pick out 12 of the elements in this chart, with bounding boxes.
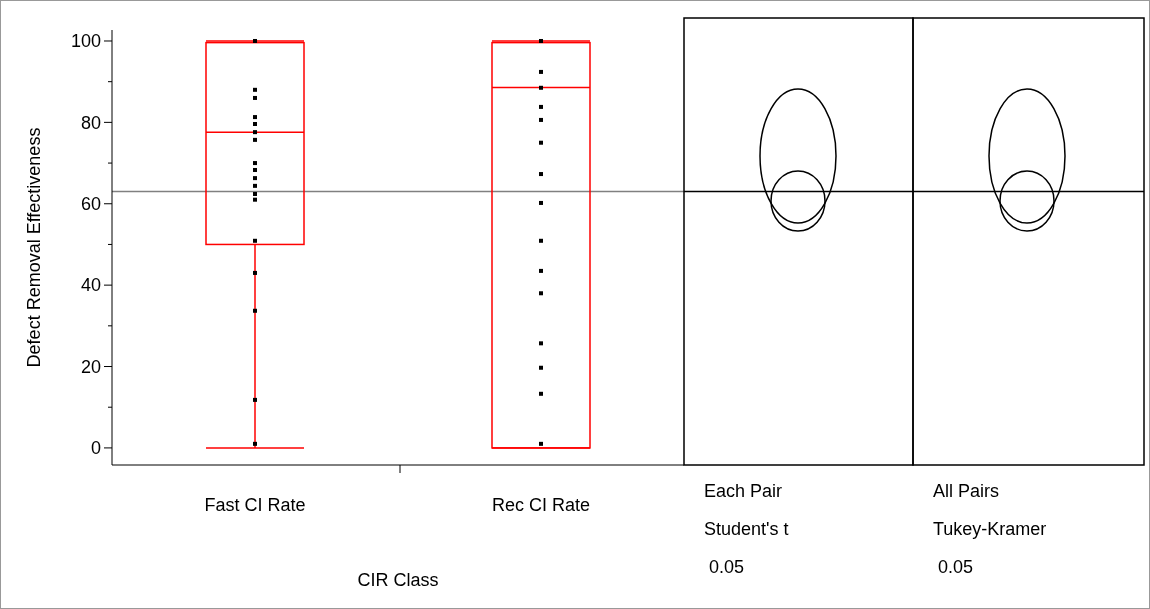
y-tick-label: 40: [80, 275, 101, 296]
text: Each Pair Student's t 0.05: [704, 481, 789, 577]
x-tick-label: Fast CI Rate: [204, 495, 306, 515]
y-axis-title: Defect Removal Effectiveness: [24, 127, 44, 368]
y-tick-label: 60: [80, 194, 101, 215]
x-axis-title: CIR Class: [357, 570, 439, 590]
x-tick-label: Rec CI Rate: [491, 495, 591, 515]
y-tick-label: 20: [80, 356, 101, 377]
text: All Pairs Tukey-Kramer 0.05: [933, 481, 1047, 577]
y-tick-label: 0: [90, 438, 101, 459]
y-tick-label: 100: [70, 31, 101, 52]
y-tick-label: 80: [80, 112, 101, 133]
